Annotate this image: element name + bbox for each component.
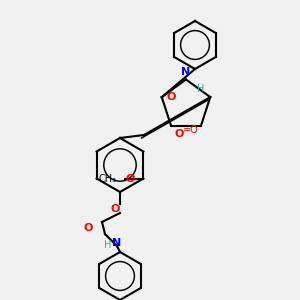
Text: =O: =O xyxy=(183,125,199,135)
Text: N: N xyxy=(182,67,190,76)
Text: O: O xyxy=(111,204,120,214)
Text: O: O xyxy=(166,92,176,102)
Text: O: O xyxy=(174,129,183,139)
Text: CH₃: CH₃ xyxy=(98,173,116,184)
Text: O: O xyxy=(84,223,93,233)
Text: O: O xyxy=(125,173,134,184)
Text: H: H xyxy=(197,84,204,94)
Text: N: N xyxy=(112,238,122,248)
Text: H: H xyxy=(103,240,111,250)
